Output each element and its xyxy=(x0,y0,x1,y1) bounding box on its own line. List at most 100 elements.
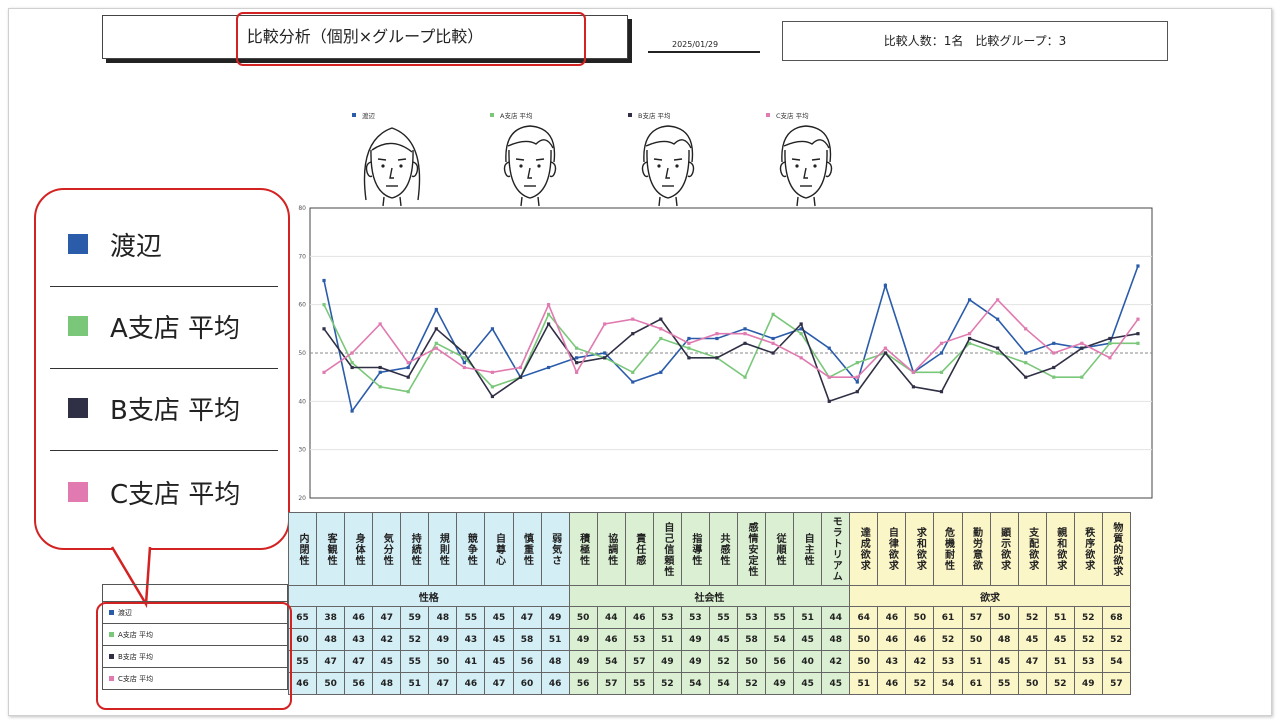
data-point xyxy=(322,303,326,307)
table-cell: 55 xyxy=(287,650,318,673)
legend-label: A支店 平均 xyxy=(110,313,241,344)
data-point xyxy=(855,380,859,384)
table-cell: 50 xyxy=(849,628,879,651)
top-legend-label: B支店 平均 xyxy=(638,111,671,120)
table-cell: 49 xyxy=(568,628,598,651)
top-legend-label: A支店 平均 xyxy=(500,111,533,120)
data-point xyxy=(434,346,438,350)
data-point xyxy=(967,298,972,302)
table-cell: 48 xyxy=(540,650,570,673)
table-cell: 49 xyxy=(428,628,458,651)
table-cell: 52 xyxy=(400,628,430,651)
row-label-swatch xyxy=(109,676,114,681)
data-point xyxy=(490,394,495,399)
table-cell: 57 xyxy=(1101,672,1131,695)
column-header-label: 危機耐性 xyxy=(942,527,954,571)
column-header: 求和欲求 xyxy=(905,512,935,586)
title-box: 比較分析（個別×グループ比較） xyxy=(102,15,628,59)
table-cell: 55 xyxy=(624,672,654,695)
data-point xyxy=(1024,375,1028,379)
column-header-label: 協調性 xyxy=(605,532,617,566)
male-face-icon xyxy=(503,125,557,207)
y-tick-label: 50 xyxy=(298,350,306,357)
legend-divider xyxy=(50,286,278,287)
table-cell: 45 xyxy=(1045,628,1075,651)
column-header: 危機耐性 xyxy=(933,512,963,586)
table-cell: 45 xyxy=(821,672,851,695)
table-cell: 58 xyxy=(736,628,767,651)
column-header-label: 身体性 xyxy=(353,532,365,566)
data-point xyxy=(771,351,775,355)
data-point xyxy=(1108,336,1112,341)
data-point xyxy=(631,317,635,321)
table-cell: 55 xyxy=(456,606,486,629)
data-point xyxy=(855,375,859,379)
table-cell: 45 xyxy=(708,628,739,651)
column-header: 内閉性 xyxy=(287,512,318,586)
y-tick-label: 20 xyxy=(298,495,306,502)
group-header: 性格 xyxy=(288,585,570,607)
column-header: 自己信頼性 xyxy=(652,512,682,586)
data-point xyxy=(743,375,747,379)
table-cell: 60 xyxy=(512,672,542,695)
column-header-label: 内閉性 xyxy=(297,532,309,566)
table-cell: 55 xyxy=(989,672,1019,695)
row-label-column: 渡辺 A支店 平均 B支店 平均 C支店 平均 xyxy=(102,584,288,690)
table-cell: 46 xyxy=(456,672,486,695)
table-cell: 46 xyxy=(540,672,570,695)
data-point xyxy=(406,375,410,379)
table-row: 46 50 56 48 51 47 46 47 60 46 56 57 55 52 54 54 52 49 45 45… xyxy=(287,672,1131,695)
female-face-icon xyxy=(363,127,421,207)
column-header-label: 規則性 xyxy=(437,532,449,566)
table-cell: 55 xyxy=(400,650,430,673)
table-cell: 50 xyxy=(428,650,458,673)
data-point xyxy=(996,346,1000,350)
data-point xyxy=(603,356,607,360)
data-point xyxy=(1024,351,1028,355)
table-cell: 55 xyxy=(765,606,795,629)
table-cell: 61 xyxy=(961,672,991,695)
data-point xyxy=(518,375,523,379)
series-line-2 xyxy=(323,318,1139,403)
table-cell: 49 xyxy=(568,650,598,673)
column-header-label: 自己信頼性 xyxy=(661,521,673,577)
data-point xyxy=(1136,341,1140,345)
column-header: 積極性 xyxy=(568,512,598,586)
table-cell: 43 xyxy=(877,650,907,673)
column-header: 自尊心 xyxy=(484,512,514,586)
table-row: 55 47 47 45 55 50 41 45 56 48 49 54 57 49 49 52 50 56 40 42… xyxy=(287,650,1131,673)
table-cell: 51 xyxy=(849,672,879,695)
column-header-label: 持続性 xyxy=(409,532,421,566)
table-cell: 51 xyxy=(652,628,682,651)
table-cell: 52 xyxy=(736,672,767,695)
column-header-label: 勤労意欲 xyxy=(970,527,982,571)
table-cell: 48 xyxy=(372,672,402,695)
table-cell: 55 xyxy=(708,606,739,629)
table-cell: 42 xyxy=(821,650,851,673)
data-point xyxy=(1052,365,1056,370)
data-point xyxy=(1024,327,1028,331)
column-header-label: 客観性 xyxy=(325,532,337,566)
data-point xyxy=(490,327,495,331)
data-point xyxy=(1052,375,1056,379)
data-point xyxy=(659,327,663,331)
column-header-label: 気分性 xyxy=(381,532,393,566)
data-point xyxy=(799,327,803,331)
legend-swatch xyxy=(68,398,88,418)
table-cell: 52 xyxy=(1073,628,1103,651)
table-cell: 65 xyxy=(287,606,318,629)
table-cell: 43 xyxy=(456,628,486,651)
data-point xyxy=(715,332,719,336)
top-legend-swatch xyxy=(628,113,632,117)
data-point xyxy=(855,361,859,365)
data-point xyxy=(322,370,326,374)
column-header: 気分性 xyxy=(372,512,402,586)
column-header: 持続性 xyxy=(400,512,430,586)
data-point xyxy=(490,370,495,374)
table-cell: 53 xyxy=(736,606,767,629)
comparison-info-text: 比較人数：1名 比較グループ：3 xyxy=(883,34,1067,48)
table-cell: 58 xyxy=(512,628,542,651)
legend-label: C支店 平均 xyxy=(110,479,241,510)
table-cell: 47 xyxy=(316,650,346,673)
table-cell: 42 xyxy=(905,650,935,673)
